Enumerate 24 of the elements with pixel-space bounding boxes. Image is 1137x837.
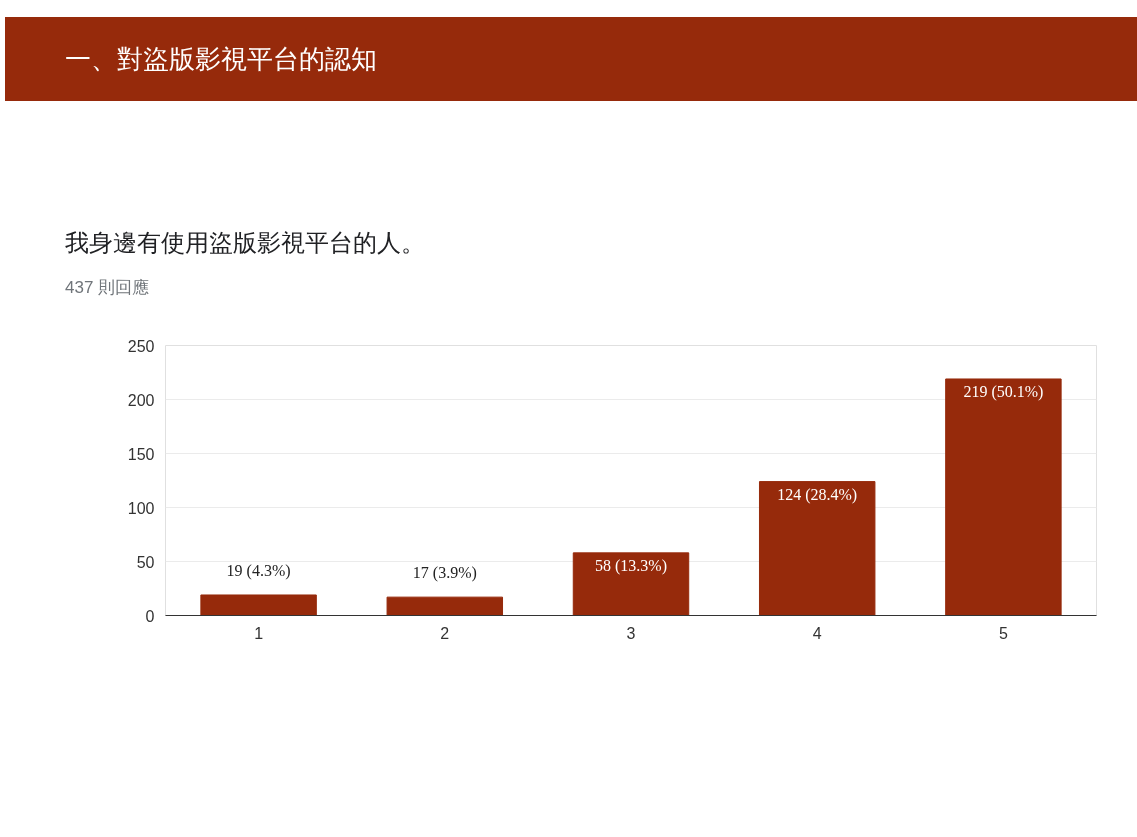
y-tick-label: 0 bbox=[145, 607, 155, 625]
chart-subtitle: 我身邊有使用盜版影視平台的人。 bbox=[65, 228, 425, 258]
bar bbox=[945, 378, 1062, 616]
y-tick-label: 50 bbox=[136, 553, 155, 571]
bar bbox=[386, 596, 504, 616]
data-label: 17 (3.9%) bbox=[412, 564, 477, 583]
x-tick-label: 2 bbox=[440, 624, 450, 642]
y-tick-label: 150 bbox=[127, 445, 155, 463]
data-label: 124 (28.4%) bbox=[777, 485, 858, 504]
y-tick-label: 200 bbox=[127, 391, 155, 409]
x-tick-label: 3 bbox=[626, 624, 636, 642]
text: 437 則回應 bbox=[65, 277, 150, 299]
data-label: 219 (50.1%) bbox=[963, 382, 1044, 401]
data-label: 58 (13.3%) bbox=[595, 556, 667, 575]
chart-title: 一、對盜版影視平台的認知 bbox=[65, 43, 377, 76]
x-tick-label: 5 bbox=[998, 624, 1008, 642]
y-tick-label: 100 bbox=[127, 499, 155, 517]
bar bbox=[200, 594, 317, 616]
bar bbox=[572, 552, 690, 616]
data-label: 19 (4.3%) bbox=[226, 561, 291, 580]
bar bbox=[758, 481, 876, 616]
x-tick-label: 1 bbox=[254, 624, 264, 642]
y-tick-label: 250 bbox=[127, 337, 155, 355]
x-tick-label: 4 bbox=[812, 624, 822, 642]
